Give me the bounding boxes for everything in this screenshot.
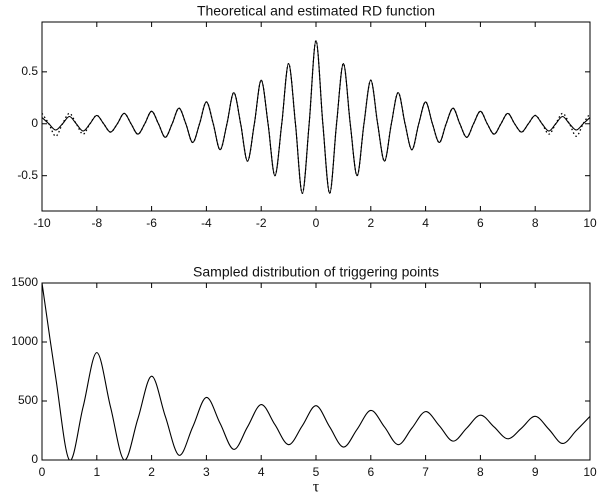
x-tick-label: 7: [422, 465, 429, 479]
plot-frame: [41, 21, 591, 212]
x-tick-label: 4: [258, 465, 265, 479]
x-tick-label: 8: [532, 216, 539, 230]
x-tick-label: -8: [91, 216, 102, 230]
x-axis-title: τ: [313, 479, 320, 494]
chart-title: Theoretical and estimated RD function: [197, 3, 435, 19]
x-tick-label: 8: [477, 465, 484, 479]
y-tick-label: 1000: [11, 334, 38, 348]
x-tick-label: 6: [477, 216, 484, 230]
y-tick-label: -0.5: [17, 168, 38, 182]
subplot: Sampled distribution of triggering point…: [11, 264, 597, 494]
x-tick-label: 5: [313, 465, 320, 479]
y-tick-label: 1500: [11, 275, 38, 289]
y-tick-label: 0: [31, 452, 38, 466]
x-tick-label: -10: [33, 216, 51, 230]
y-tick-label: 0.5: [21, 64, 38, 78]
line-series: [42, 283, 590, 460]
line-series: [42, 40, 590, 194]
x-tick-label: 0: [313, 216, 320, 230]
x-tick-label: 2: [148, 465, 155, 479]
x-tick-label: 0: [39, 465, 46, 479]
x-tick-label: -4: [201, 216, 212, 230]
x-tick-label: 4: [422, 216, 429, 230]
x-tick-label: -6: [146, 216, 157, 230]
x-tick-label: 2: [367, 216, 374, 230]
y-tick-label: 500: [18, 393, 38, 407]
x-tick-label: 1: [93, 465, 100, 479]
x-tick-label: 3: [203, 465, 210, 479]
x-tick-label: 6: [367, 465, 374, 479]
subplot: Theoretical and estimated RD function -0.…: [17, 3, 597, 230]
plot-frame: [41, 282, 591, 461]
x-tick-label: 10: [583, 465, 597, 479]
x-tick-label: 9: [532, 465, 539, 479]
x-tick-label: 10: [583, 216, 597, 230]
line-series: [42, 40, 590, 194]
x-tick-label: -2: [256, 216, 267, 230]
chart-title: Sampled distribution of triggering point…: [193, 264, 439, 280]
y-tick-label: 0: [31, 116, 38, 130]
